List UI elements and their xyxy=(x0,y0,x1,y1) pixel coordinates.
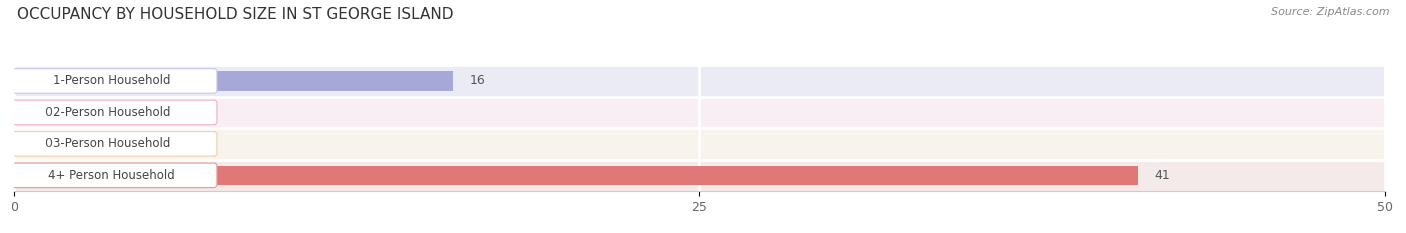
Text: 41: 41 xyxy=(1154,169,1170,182)
Text: 1-Person Household: 1-Person Household xyxy=(52,75,170,87)
Text: Source: ZipAtlas.com: Source: ZipAtlas.com xyxy=(1271,7,1389,17)
FancyBboxPatch shape xyxy=(6,132,217,156)
Text: 4+ Person Household: 4+ Person Household xyxy=(48,169,174,182)
FancyBboxPatch shape xyxy=(6,100,217,125)
FancyBboxPatch shape xyxy=(6,163,217,188)
FancyBboxPatch shape xyxy=(6,69,217,93)
Bar xyxy=(14,160,1385,191)
Bar xyxy=(14,97,1385,128)
Bar xyxy=(14,65,1385,97)
Text: OCCUPANCY BY HOUSEHOLD SIZE IN ST GEORGE ISLAND: OCCUPANCY BY HOUSEHOLD SIZE IN ST GEORGE… xyxy=(17,7,453,22)
Text: 3-Person Household: 3-Person Household xyxy=(52,137,170,150)
Bar xyxy=(14,134,28,154)
Text: 0: 0 xyxy=(44,137,52,150)
Bar xyxy=(14,166,1139,185)
Bar xyxy=(14,128,1385,160)
Text: 2-Person Household: 2-Person Household xyxy=(52,106,170,119)
Bar xyxy=(14,71,453,91)
Text: 16: 16 xyxy=(470,75,485,87)
Bar xyxy=(14,103,28,122)
Text: 0: 0 xyxy=(44,106,52,119)
